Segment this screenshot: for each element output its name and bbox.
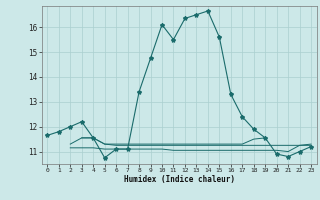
X-axis label: Humidex (Indice chaleur): Humidex (Indice chaleur) (124, 175, 235, 184)
